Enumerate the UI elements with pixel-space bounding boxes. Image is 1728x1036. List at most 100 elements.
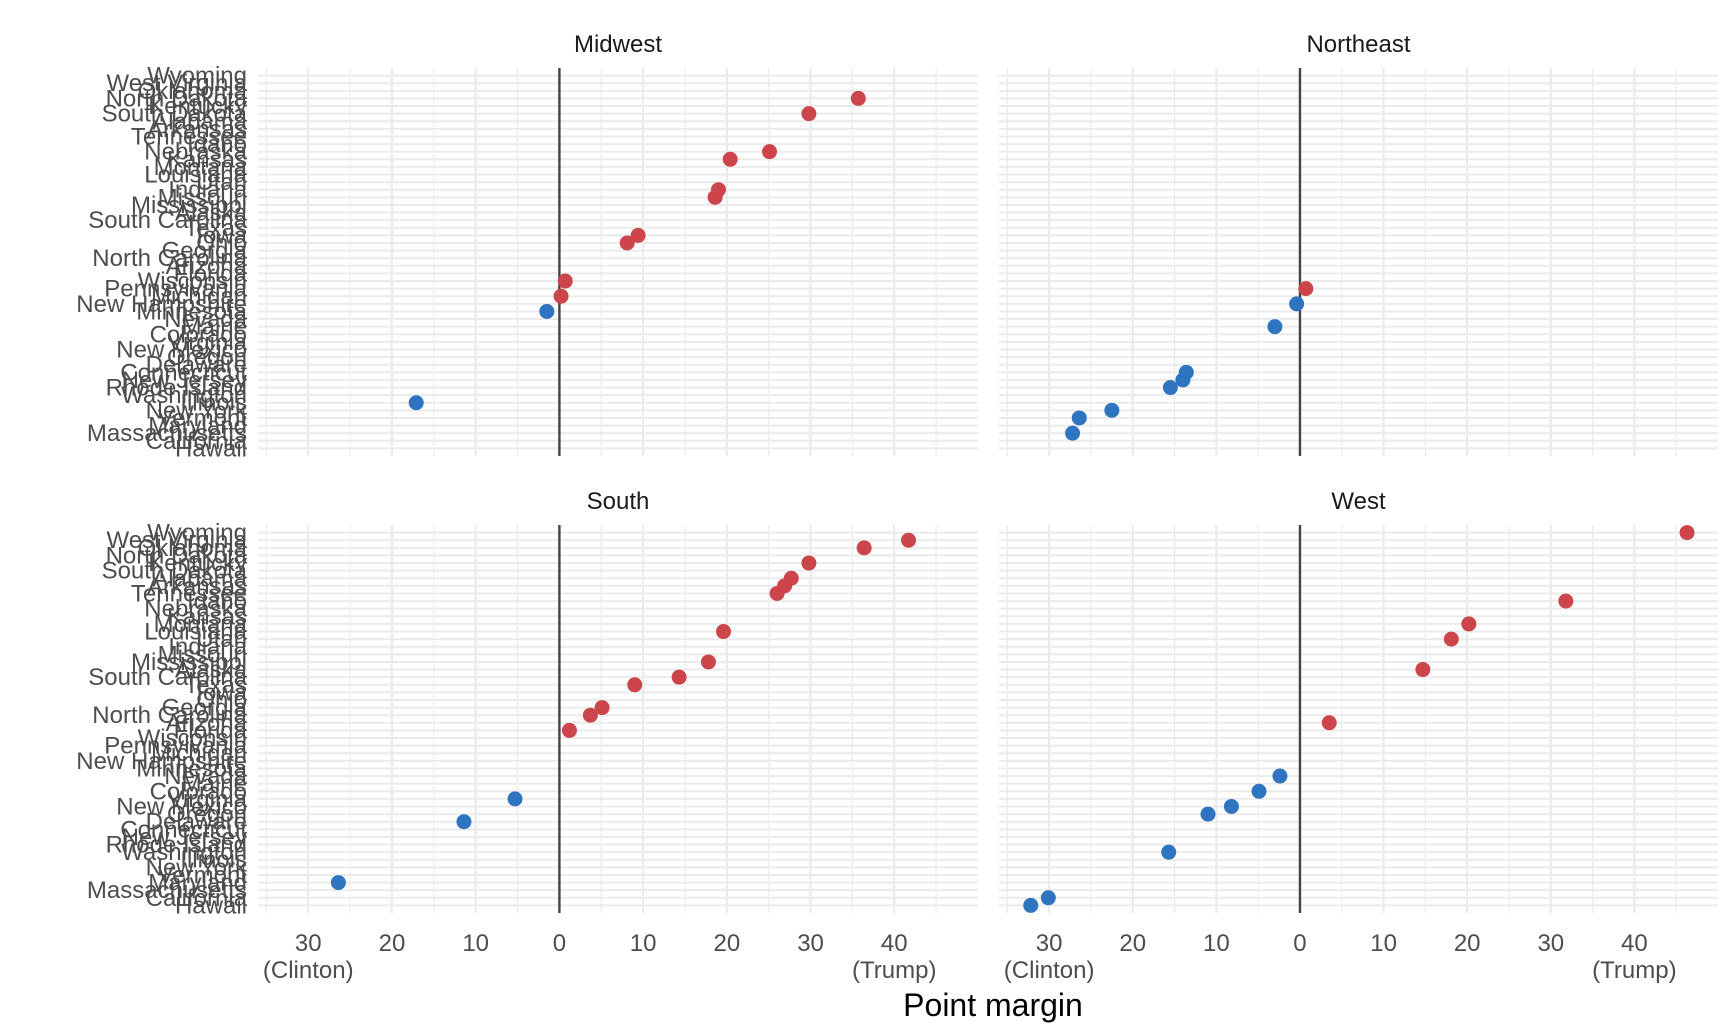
y-tick-label-washington: Washington	[121, 382, 247, 409]
y-tick-label-montana: Montana	[154, 154, 248, 181]
south-point-oklahoma: Oklahoma: 36.4	[856, 540, 872, 556]
west-point-montana: Montana: 20.2	[1461, 616, 1477, 632]
y-tick-label-maine: Maine	[182, 771, 247, 798]
y-tick-label-pennsylvania: Pennsylvania	[104, 733, 247, 760]
midwest-point-minnesota: Minnesota: -1.5	[539, 303, 555, 319]
y-tick-label-oklahoma: Oklahoma	[138, 78, 248, 105]
y-tick-label-oregon: Oregon	[167, 801, 247, 828]
northeast-point-new-york: New York: -22.5	[1104, 402, 1120, 418]
south-point-south-carolina: South Carolina: 14.3	[671, 669, 687, 685]
y-tick-label-tennessee: Tennessee	[131, 123, 247, 150]
x-tick-sublabel: (Clinton)	[263, 957, 354, 984]
south-point-north-carolina: North Carolina: 3.7	[582, 707, 598, 723]
y-tick-label-michigan: Michigan	[151, 283, 247, 310]
y-tick-label-wisconsin: Wisconsin	[138, 725, 247, 752]
y-tick-label-alaska: Alaska	[175, 657, 248, 684]
south-point-maryland: Maryland: -26.4	[330, 875, 346, 891]
x-tick-label: 0	[553, 930, 566, 957]
y-tick-label-missouri: Missouri	[158, 641, 247, 668]
y-tick-label-kansas: Kansas	[167, 603, 247, 630]
y-tick-label-connecticut: Connecticut	[120, 816, 247, 843]
grid-layer	[258, 68, 1718, 913]
south-point-texas: Texas: 9	[627, 677, 643, 693]
midwest-point-michigan: Michigan: 0.2	[553, 288, 569, 304]
y-tick-label-mississippi: Mississippi	[131, 192, 247, 219]
y-tick-label-mississippi: Mississippi	[131, 649, 247, 676]
y-tick-label-wyoming: Wyoming	[147, 63, 247, 90]
midwest-point-south-dakota: South Dakota: 29.8	[801, 106, 817, 122]
south-point-delaware: Delaware: -11.4	[456, 814, 472, 830]
midwest-point-illinois: Illinois: -17.1	[408, 395, 424, 411]
south-panel-title: South	[587, 488, 650, 515]
y-tick-label-minnesota: Minnesota	[136, 298, 247, 325]
y-tick-label-indiana: Indiana	[168, 177, 247, 204]
south-point-kentucky: Kentucky: 29.8	[801, 555, 817, 571]
x-tick-label: 10	[1203, 930, 1230, 957]
x-tick-label: 30	[295, 930, 322, 957]
y-tick-label-west-virginia: West Virginia	[106, 70, 247, 97]
y-tick-label-north-carolina: North Carolina	[92, 245, 247, 272]
y-tick-label-maryland: Maryland	[148, 413, 247, 440]
y-tick-label-hawaii: Hawaii	[175, 892, 247, 919]
y-tick-label-nebraska: Nebraska	[144, 139, 247, 166]
y-tick-label-texas: Texas	[184, 672, 247, 699]
y-tick-label-south-dakota: South Dakota	[102, 101, 248, 128]
x-tick-sublabel: (Trump)	[1592, 957, 1676, 984]
x-tick-label: 0	[1293, 930, 1306, 957]
midwest-point-ohio: Ohio: 8.1	[619, 235, 635, 251]
x-tick-sublabel: (Clinton)	[1004, 957, 1095, 984]
northeast-point-new-hampshire: New Hampshire: -0.4	[1289, 296, 1305, 312]
west-point-wyoming: Wyoming: 46.3	[1679, 525, 1695, 541]
y-tick-label-ohio: Ohio	[196, 230, 247, 257]
x-tick-label: 20	[1454, 930, 1481, 957]
y-tick-label-new-york: New York	[146, 854, 248, 881]
y-tick-label-vermont: Vermont	[158, 862, 248, 889]
y-tick-label-utah: Utah	[196, 626, 247, 653]
y-tick-label-arkansas: Arkansas	[147, 116, 247, 143]
midwest-panel-title: Midwest	[574, 31, 662, 58]
south-point-west-virginia: West Virginia: 41.7	[901, 532, 917, 548]
northeast-point-vermont: Vermont: -26.4	[1071, 410, 1087, 426]
x-tick-label: 20	[1119, 930, 1146, 957]
y-tick-label-colorado: Colorado	[150, 321, 247, 348]
northeast-point-massachusetts: Massachusetts: -27.2	[1065, 425, 1081, 441]
y-tick-label-tennessee: Tennessee	[131, 580, 247, 607]
y-tick-label-alaska: Alaska	[175, 200, 248, 227]
northeast-panel-title: Northeast	[1306, 31, 1410, 58]
y-tick-label-illinois: Illinois	[180, 847, 247, 874]
x-tick-label: 10	[462, 930, 489, 957]
midwest-point-nebraska: Nebraska: 25.1	[762, 144, 778, 160]
y-tick-label-south-carolina: South Carolina	[88, 207, 247, 234]
west-point-washington: Washington: -15.7	[1161, 844, 1177, 860]
west-point-colorado: Colorado: -4.9	[1251, 783, 1267, 799]
y-tick-label-louisiana: Louisiana	[144, 162, 247, 189]
west-point-nevada: Nevada: -2.4	[1272, 768, 1288, 784]
midwest-point-iowa: Iowa: 9.4	[630, 227, 646, 243]
y-tick-label-west-virginia: West Virginia	[106, 527, 247, 554]
south-point-georgia: Georgia: 5.1	[594, 700, 610, 716]
northeast-point-new-jersey: New Jersey: -14	[1175, 372, 1191, 388]
west-point-arizona: Arizona: 3.5	[1321, 715, 1337, 731]
y-tick-label-washington: Washington	[121, 839, 247, 866]
y-tick-label-new-jersey: New Jersey	[122, 367, 247, 394]
y-tick-label-utah: Utah	[196, 169, 247, 196]
west-point-idaho: Idaho: 31.8	[1558, 593, 1574, 609]
midwest-point-missouri: Missouri: 18.6	[707, 189, 723, 205]
y-tick-label-wyoming: Wyoming	[147, 520, 247, 547]
y-tick-label-arizona: Arizona	[166, 253, 248, 280]
x-tick-label: 40	[881, 930, 908, 957]
x-axis-title: Point margin	[903, 987, 1083, 1023]
y-tick-label-montana: Montana	[154, 611, 248, 638]
y-tick-label-delaware: Delaware	[146, 809, 247, 836]
y-tick-label-south-dakota: South Dakota	[102, 558, 248, 585]
x-tick-sublabel: (Trump)	[852, 957, 936, 984]
y-tick-label-north-carolina: North Carolina	[92, 702, 247, 729]
y-tick-label-indiana: Indiana	[168, 634, 247, 661]
points-layer: North Dakota: 35.7 South Dakota: 29.8 Nebr…	[330, 90, 1695, 913]
midwest-point-kansas: Kansas: 20.4	[722, 151, 738, 167]
y-tick-label-oregon: Oregon	[167, 344, 247, 371]
west-point-california: California: -30.1	[1040, 890, 1056, 906]
y-tick-label-florida: Florida	[174, 717, 248, 744]
